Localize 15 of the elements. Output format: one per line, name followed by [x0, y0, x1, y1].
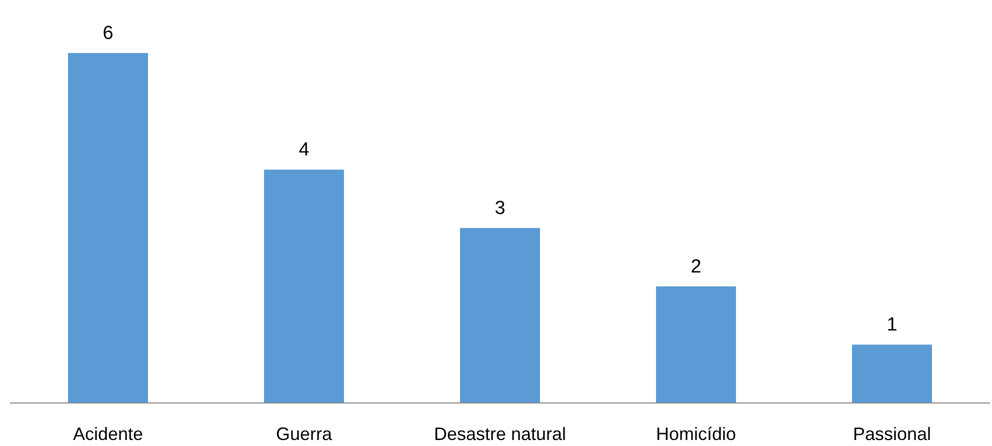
bar [656, 286, 736, 403]
data-label: 6 [102, 23, 114, 44]
data-label: 1 [886, 314, 898, 336]
bar [68, 53, 148, 403]
x-tick-label: Homicídio [656, 424, 736, 444]
data-label: 3 [494, 198, 506, 219]
data-label: 2 [690, 256, 702, 278]
x-tick-label: Guerra [276, 424, 333, 444]
x-tick-label: Passional [852, 424, 932, 444]
bar [852, 344, 932, 403]
data-label: 4 [298, 140, 310, 161]
bar [264, 170, 344, 403]
bar [460, 228, 540, 403]
x-tick-label: Acidente [72, 424, 144, 444]
x-tick-label: Desastre natural [434, 424, 566, 444]
